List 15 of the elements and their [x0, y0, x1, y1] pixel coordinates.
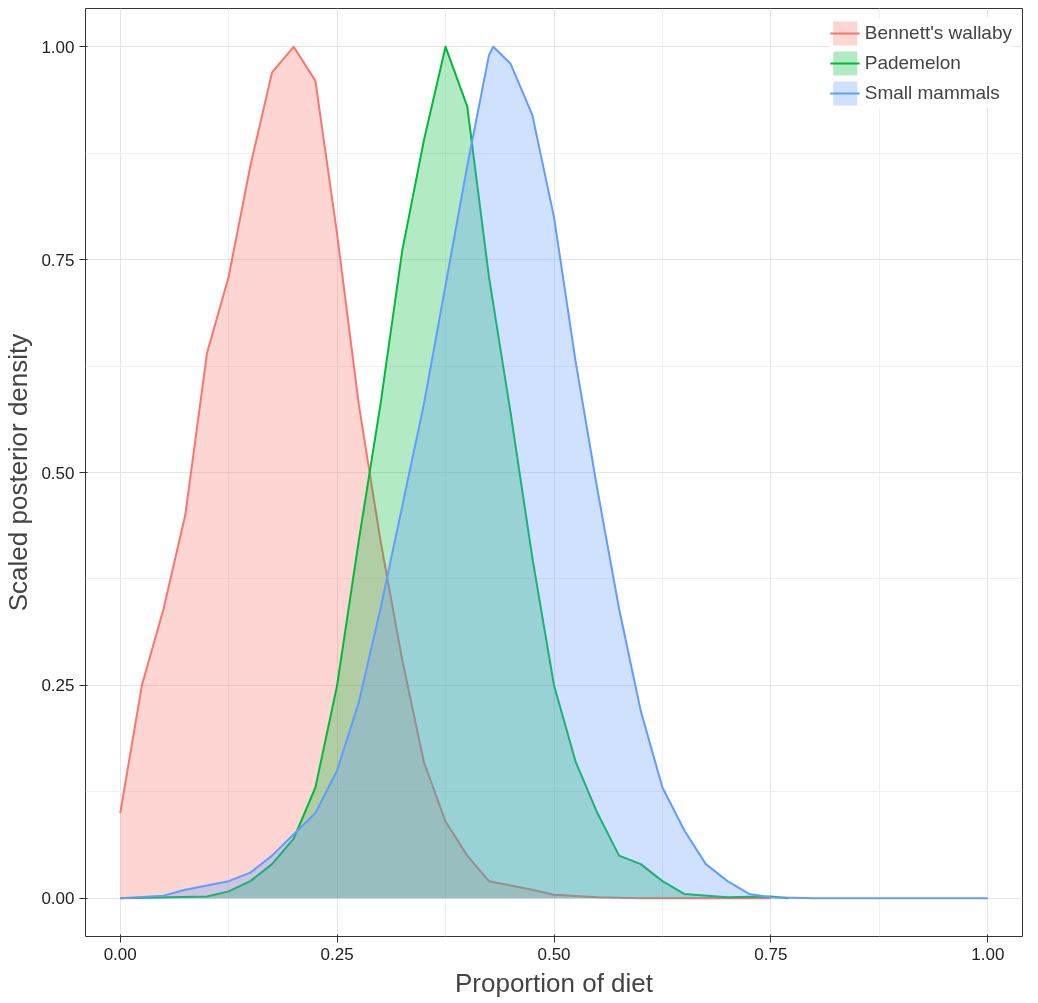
x-tick-label: 1.00 — [971, 944, 1005, 964]
legend-label: Pademelon — [864, 52, 961, 74]
y-axis-title: Scaled posterior density — [3, 333, 34, 612]
y-tick-label: 0.75 — [41, 250, 75, 270]
y-tick-label: 0.50 — [41, 463, 75, 483]
x-tick-label: 0.50 — [537, 944, 571, 964]
x-axis-title: Proportion of diet — [455, 967, 654, 998]
legend-label: Bennett's wallaby — [864, 22, 1012, 44]
x-tick-label: 0.25 — [320, 944, 354, 964]
y-tick-label: 0.00 — [41, 889, 75, 909]
x-tick-label: 0.00 — [103, 944, 137, 964]
legend-label: Small mammals — [864, 82, 1000, 104]
x-tick-label: 0.75 — [754, 944, 788, 964]
y-tick-label: 0.25 — [41, 676, 75, 696]
y-tick-label: 1.00 — [41, 37, 75, 57]
